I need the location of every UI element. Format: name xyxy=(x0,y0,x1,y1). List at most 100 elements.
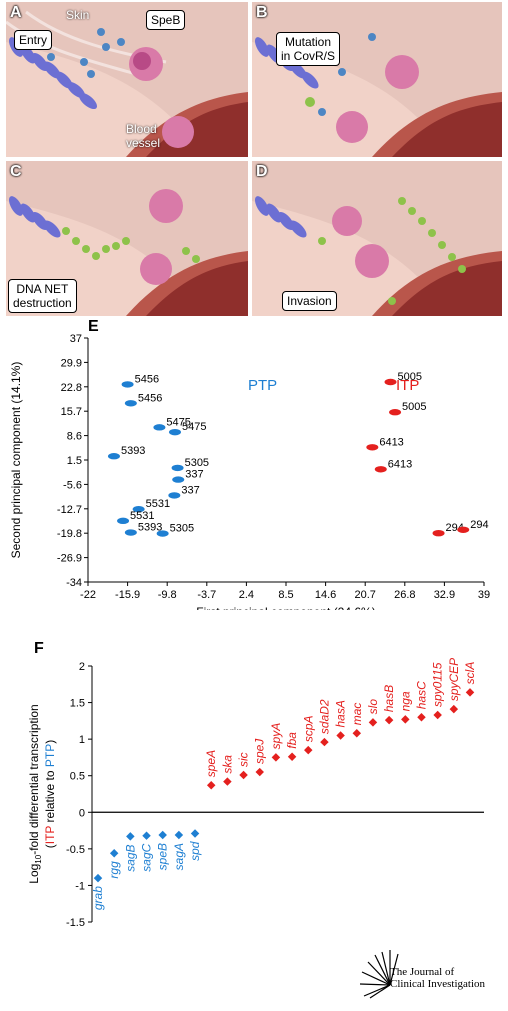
gene-marker xyxy=(142,831,151,840)
gene-marker xyxy=(336,731,345,740)
data-point-ptp xyxy=(168,428,181,436)
y-tick-label: 2 xyxy=(79,661,85,673)
gene-marker xyxy=(271,753,281,762)
data-point-itp xyxy=(432,530,445,537)
gene-marker xyxy=(109,849,119,858)
y-tick-label: 1.5 xyxy=(67,455,82,467)
gene-label: grab xyxy=(91,886,105,910)
x-tick-label: 32.9 xyxy=(434,589,455,601)
data-point-ptp xyxy=(117,517,130,525)
data-point-label: 294 xyxy=(470,519,488,531)
gene-label: slo xyxy=(366,699,380,715)
x-tick-label: 2.4 xyxy=(239,589,254,601)
gene-label: speJ xyxy=(253,738,267,764)
gene-label: sclA xyxy=(463,662,477,685)
data-point-label: 5531 xyxy=(130,510,154,522)
gene-marker xyxy=(255,767,264,777)
gene-label: scpA xyxy=(301,715,315,742)
data-point-ptp xyxy=(124,529,137,536)
data-point-label: 5393 xyxy=(138,522,162,534)
data-point-itp xyxy=(384,378,397,386)
data-point-label: 5305 xyxy=(170,523,194,535)
panel-d-illustration xyxy=(252,196,502,316)
skin-annotation: Skin xyxy=(66,8,90,22)
y-tick-label: -5.6 xyxy=(63,479,82,491)
gene-label: speA xyxy=(204,750,218,777)
gene-label: sagA xyxy=(172,843,186,870)
data-point-ptp xyxy=(172,476,185,483)
journal-name: The Journal of Clinical Investigation xyxy=(390,966,485,990)
gene-marker xyxy=(174,830,184,840)
gene-marker xyxy=(93,873,103,883)
gene-marker xyxy=(190,829,200,838)
data-point-label: 5475 xyxy=(166,416,190,428)
panel-a-illustration xyxy=(6,10,248,157)
gene-label: spyCEP xyxy=(447,658,461,701)
series-legend-itp: ITP xyxy=(396,377,419,394)
x-tick-label: -22 xyxy=(80,589,96,601)
gene-marker xyxy=(352,729,362,738)
y-tick-label: -34 xyxy=(66,577,82,589)
panel-b-illustration xyxy=(252,33,502,157)
gene-label: hasA xyxy=(334,700,348,727)
gene-marker xyxy=(126,832,135,841)
data-point-itp xyxy=(389,409,402,416)
gene-marker xyxy=(206,780,216,790)
x-tick-label: 8.5 xyxy=(278,589,293,601)
x-tick-label: 39 xyxy=(478,589,490,601)
gene-label: sdaD2 xyxy=(317,699,331,734)
data-point-ptp xyxy=(153,424,166,431)
y-tick-label: 37 xyxy=(70,333,82,345)
x-tick-label: 26.8 xyxy=(394,589,415,601)
data-point-label: 6413 xyxy=(379,436,403,448)
data-point-label: 5005 xyxy=(402,401,426,413)
gene-marker xyxy=(401,715,410,724)
series-legend-ptp: PTP xyxy=(248,377,277,394)
y-axis-title-line1: Log10-fold differential transcription xyxy=(27,704,43,883)
y-tick-label: -1.5 xyxy=(66,917,85,929)
gene-label: spd xyxy=(188,841,202,861)
gene-label: sic xyxy=(237,752,251,767)
entry-callout: Entry xyxy=(14,30,53,50)
data-point-ptp xyxy=(132,505,145,513)
y-tick-label: 0.5 xyxy=(70,771,85,783)
panel-c-label: C xyxy=(10,163,22,180)
x-tick-label: -9.8 xyxy=(158,589,177,601)
y-tick-label: 1 xyxy=(79,734,85,746)
data-point-ptp xyxy=(156,530,169,537)
y-tick-label: -19.8 xyxy=(57,528,82,540)
gene-marker xyxy=(417,712,426,722)
gene-label: spyA xyxy=(269,723,283,750)
gene-label: mac xyxy=(350,703,364,726)
data-point-label: 5005 xyxy=(398,371,422,383)
gene-label: sagB xyxy=(123,844,137,871)
y-tick-label: 1.5 xyxy=(70,698,85,710)
y-tick-label: 29.9 xyxy=(61,357,82,369)
y-tick-label: 8.6 xyxy=(67,431,82,443)
x-tick-label: 20.7 xyxy=(354,589,375,601)
dna-net-callout: DNA NET destruction xyxy=(8,279,77,313)
y-tick-label: 0 xyxy=(79,807,85,819)
gene-marker xyxy=(449,704,459,714)
gene-label: spy0115 xyxy=(431,662,445,707)
data-point-label: 6413 xyxy=(388,458,412,470)
gene-marker xyxy=(158,830,167,840)
gene-label: speB xyxy=(156,843,170,870)
y-axis-title: Second principal component (14.1%) xyxy=(9,362,23,559)
gene-label: sagC xyxy=(140,843,154,871)
y-tick-label: -26.9 xyxy=(57,553,82,565)
data-point-itp xyxy=(366,444,379,451)
data-point-ptp xyxy=(171,464,184,472)
x-tick-label: -15.9 xyxy=(115,589,140,601)
journal-logo-icon xyxy=(359,950,399,999)
data-point-label: 5531 xyxy=(146,498,170,510)
gene-marker xyxy=(465,688,475,697)
invasion-callout: Invasion xyxy=(282,291,337,311)
gene-marker xyxy=(368,718,378,727)
panel-d: D Invasion xyxy=(252,161,502,316)
gene-marker xyxy=(384,715,394,725)
panel-c: C DNA NET destruction xyxy=(6,161,248,316)
y-tick-label: -0.5 xyxy=(66,844,85,856)
gene-label: fba xyxy=(285,732,299,749)
